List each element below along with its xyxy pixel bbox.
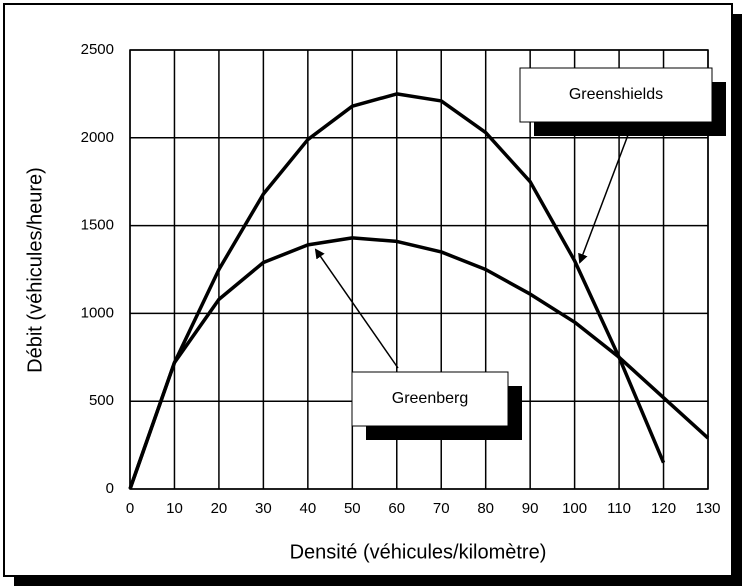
x-tick-label: 100 — [562, 500, 587, 517]
annotation-arrow — [314, 248, 399, 369]
x-tick-label: 50 — [344, 500, 361, 517]
y-tick-label: 1500 — [81, 217, 114, 234]
x-axis-label: Densité (véhicules/kilomètre) — [290, 541, 547, 563]
y-tick-label: 1000 — [81, 304, 114, 321]
x-tick-label: 90 — [522, 500, 539, 517]
y-tick-label: 2000 — [81, 129, 114, 146]
annotation-box — [351, 371, 509, 427]
y-axis-label: Débit (véhicules/heure) — [24, 167, 46, 373]
plot-border — [129, 49, 709, 490]
y-tick-label: 0 — [106, 480, 114, 497]
x-tick-label: 40 — [300, 500, 317, 517]
annotation-arrow — [578, 134, 629, 264]
x-tick-label: 0 — [126, 500, 134, 517]
annotation-box — [519, 67, 713, 123]
x-tick-label: 20 — [211, 500, 228, 517]
legend-label: Greenberg — [392, 390, 469, 407]
x-tick-label: 130 — [695, 500, 720, 517]
legend-label: Greenshields — [569, 86, 663, 103]
x-tick-label: 70 — [433, 500, 450, 517]
x-tick-label: 60 — [388, 500, 405, 517]
x-tick-label: 10 — [166, 500, 183, 517]
x-tick-label: 120 — [651, 500, 676, 517]
x-tick-label: 110 — [607, 500, 631, 517]
y-tick-label: 500 — [89, 392, 114, 409]
x-tick-label: 80 — [477, 500, 494, 517]
series-line — [128, 236, 710, 490]
x-tick-label: 30 — [255, 500, 272, 517]
y-tick-label: 2500 — [81, 41, 114, 58]
series-line — [128, 92, 666, 490]
